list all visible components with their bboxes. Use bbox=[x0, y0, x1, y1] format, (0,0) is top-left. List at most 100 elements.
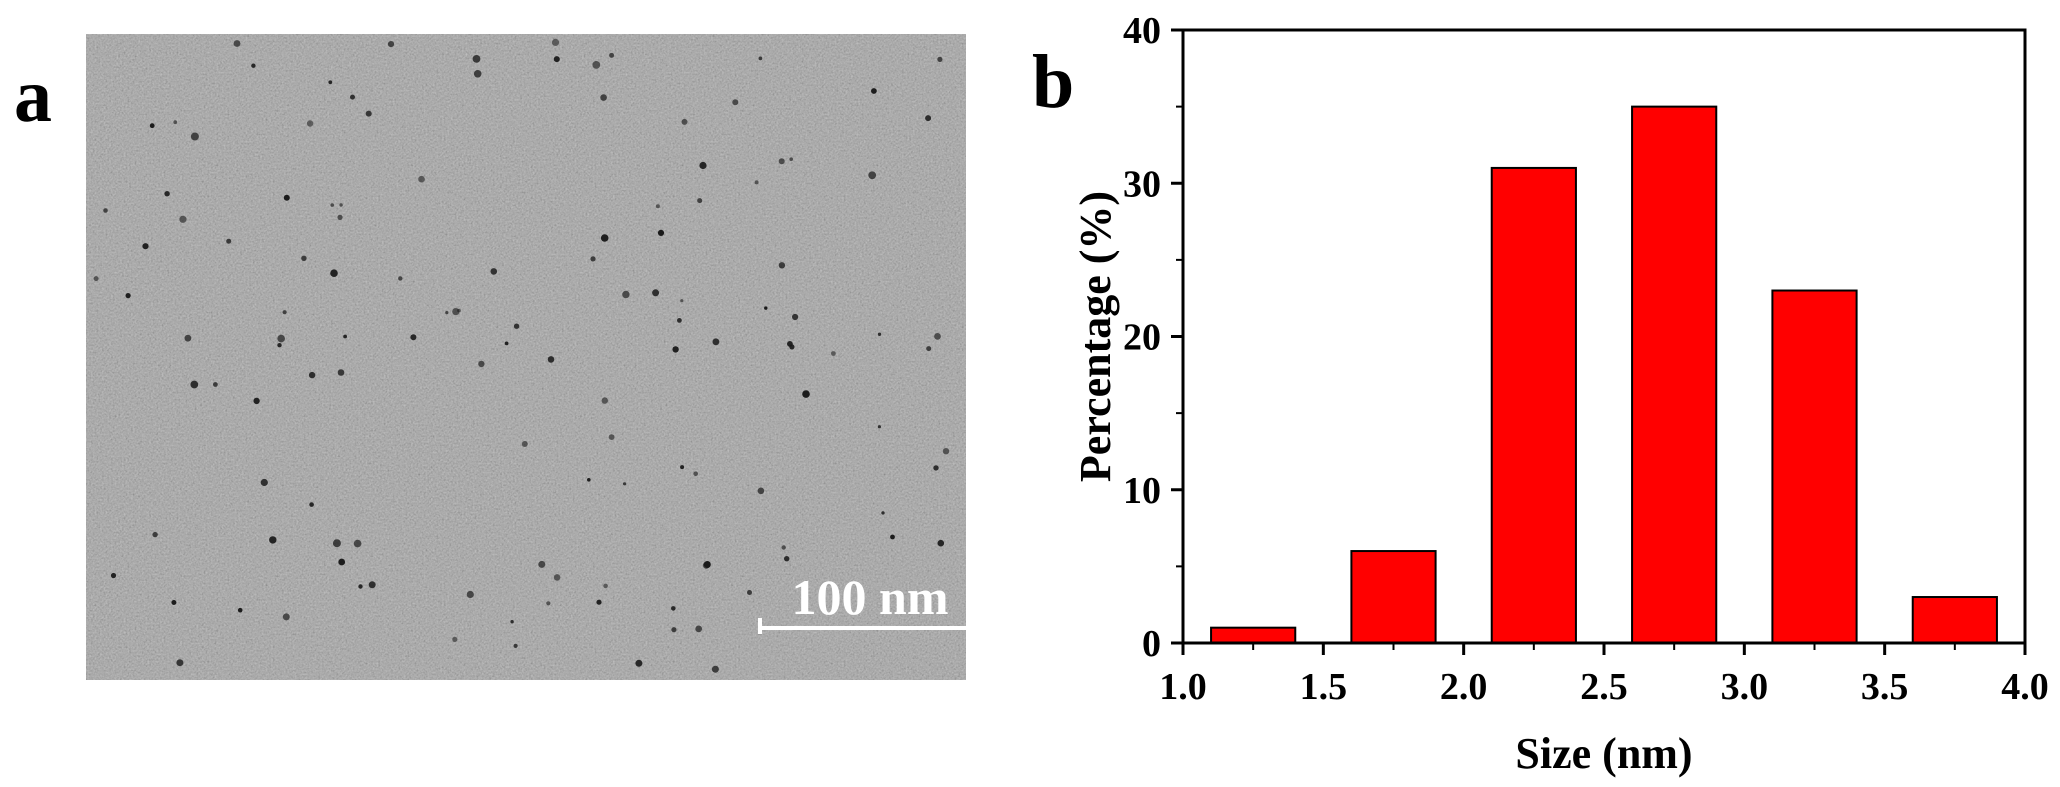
nanoparticle-dot bbox=[695, 625, 703, 633]
nanoparticle-dot bbox=[301, 255, 307, 261]
nanoparticle-dot bbox=[164, 191, 170, 197]
nanoparticle-dot bbox=[671, 627, 677, 633]
nanoparticle-dot bbox=[152, 531, 158, 538]
nanoparticle-dot bbox=[868, 171, 877, 180]
nanoparticle-dot bbox=[184, 334, 192, 342]
y-tick-label: 0 bbox=[1142, 623, 1161, 665]
nanoparticle-dot bbox=[190, 380, 199, 389]
bar-0 bbox=[1210, 626, 1297, 644]
nanoparticle-dot bbox=[925, 115, 932, 122]
nanoparticle-dot bbox=[337, 369, 345, 376]
nanoparticle-dot bbox=[802, 390, 810, 398]
nanoparticle-dot bbox=[551, 38, 560, 46]
nanoparticle-dot bbox=[452, 636, 458, 643]
size-distribution-chart: 1.0 1.5 2.0 2.5 3.0 3.5 4.0 0 10 20 30 40 Size (nm)… bbox=[1071, 10, 2049, 778]
nanoparticle-dot bbox=[778, 158, 785, 165]
nanoparticle-dot bbox=[343, 334, 347, 339]
nanoparticle-dot bbox=[306, 120, 314, 127]
nanoparticle-dot bbox=[332, 539, 341, 548]
nanoparticle-dot bbox=[398, 276, 403, 281]
nanoparticle-dot bbox=[671, 606, 676, 611]
nanoparticle-dot bbox=[757, 487, 765, 495]
bar-3 bbox=[1631, 105, 1718, 644]
nanoparticle-dot bbox=[466, 590, 474, 599]
nanoparticle-dot bbox=[538, 560, 546, 568]
nanoparticle-dot bbox=[781, 545, 786, 550]
nanoparticle-dot bbox=[553, 574, 561, 581]
scale-bar-label: 100 nm bbox=[791, 569, 949, 625]
nanoparticle-dot bbox=[350, 94, 355, 100]
nanoparticle-dot bbox=[933, 465, 939, 471]
nanoparticle-dot bbox=[283, 194, 290, 201]
nanoparticle-dot bbox=[877, 332, 882, 336]
nanoparticle-dot bbox=[693, 471, 698, 477]
nanoparticle-dot bbox=[937, 56, 943, 62]
nanoparticle-dot bbox=[277, 343, 282, 348]
nanoparticle-dot bbox=[176, 659, 184, 667]
nanoparticle-dot bbox=[365, 110, 372, 117]
nanoparticle-dot bbox=[655, 204, 660, 209]
nanoparticle-dot bbox=[93, 276, 99, 282]
nanoparticle-dot bbox=[149, 123, 155, 129]
nanoparticle-dot bbox=[251, 63, 256, 68]
nanoparticle-dot bbox=[890, 534, 895, 540]
nanoparticle-dot bbox=[553, 56, 560, 63]
nanoparticle-dot bbox=[547, 356, 555, 363]
nanoparticle-dot bbox=[784, 556, 790, 562]
nanoparticle-dot bbox=[680, 299, 684, 303]
panel-label-b: b bbox=[1032, 40, 1075, 124]
nanoparticle-dot bbox=[677, 318, 682, 323]
bar-4 bbox=[1771, 289, 1858, 644]
nanoparticle-dot bbox=[608, 434, 615, 440]
x-tick-label: 2.5 bbox=[1580, 666, 1628, 708]
nanoparticle-dot bbox=[328, 80, 333, 85]
nanoparticle-dot bbox=[778, 262, 786, 269]
nanoparticle-dot bbox=[410, 334, 417, 341]
nanoparticle-dot bbox=[269, 536, 277, 544]
plot-frame bbox=[1181, 28, 2027, 645]
nanoparticle-dot bbox=[353, 539, 362, 548]
nanoparticle-dot bbox=[233, 40, 241, 47]
nanoparticle-dot bbox=[445, 311, 449, 315]
nanoparticle-dot bbox=[592, 61, 601, 69]
y-tick-label: 20 bbox=[1123, 317, 1161, 359]
nanoparticle-dot bbox=[652, 289, 660, 297]
nanoparticle-dot bbox=[387, 41, 395, 48]
nanoparticle-dot bbox=[179, 215, 187, 223]
nanoparticle-dot bbox=[418, 175, 425, 183]
nanoparticle-dot bbox=[277, 334, 285, 343]
y-tick-label: 30 bbox=[1123, 163, 1161, 205]
nanoparticle-dot bbox=[368, 581, 376, 589]
nanoparticle-dot bbox=[472, 55, 481, 63]
y-tick-label: 40 bbox=[1123, 10, 1161, 52]
nanoparticle-dot bbox=[732, 99, 739, 106]
nanoparticle-dot bbox=[926, 346, 932, 352]
nanoparticle-dot bbox=[110, 572, 117, 579]
nanoparticle-dot bbox=[789, 157, 793, 161]
nanoparticle-dot bbox=[125, 293, 131, 299]
nanoparticle-dot bbox=[871, 88, 877, 94]
nanoparticle-dot bbox=[237, 607, 243, 613]
nanoparticle-dot bbox=[504, 341, 509, 346]
nanoparticle-dot bbox=[697, 198, 703, 204]
nanoparticle-dot bbox=[603, 583, 608, 589]
nanoparticle-dot bbox=[681, 118, 688, 125]
nanoparticle-dot bbox=[513, 643, 518, 649]
nanoparticle-dot bbox=[337, 214, 343, 220]
nanoparticle-dots bbox=[93, 38, 950, 673]
nanoparticle-dot bbox=[308, 371, 316, 379]
nanoparticle-dot bbox=[282, 310, 287, 315]
nanoparticle-dot bbox=[587, 478, 591, 482]
nanoparticle-dot bbox=[473, 70, 482, 78]
nanoparticle-dot bbox=[937, 539, 945, 547]
plot-area: 1.0 1.5 2.0 2.5 3.0 3.5 4.0 0 10 20 30 40 bbox=[1123, 10, 2049, 708]
nanoparticle-dot bbox=[747, 590, 752, 595]
nanoparticle-dot bbox=[711, 665, 719, 673]
nanoparticle-dot bbox=[330, 203, 334, 207]
nanoparticle-dot bbox=[490, 268, 498, 275]
nanoparticle-dot bbox=[942, 448, 950, 455]
y-tick-label: 10 bbox=[1123, 470, 1161, 512]
nanoparticle-dot bbox=[103, 208, 108, 213]
nanoparticle-dot bbox=[881, 511, 885, 515]
nanoparticle-dot bbox=[513, 323, 520, 329]
